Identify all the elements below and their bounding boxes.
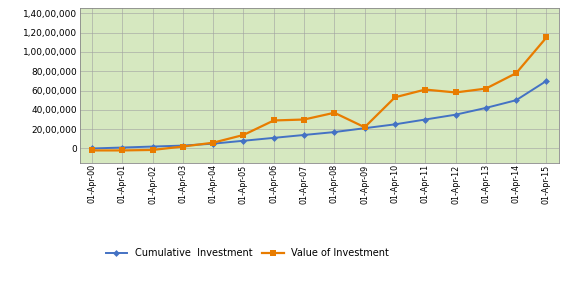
Value of Investment bbox=[452, 91, 459, 94]
Cumulative  Investment bbox=[300, 133, 307, 137]
Value of Investment bbox=[210, 141, 217, 144]
Cumulative  Investment bbox=[361, 126, 368, 130]
Line: Cumulative  Investment: Cumulative Investment bbox=[89, 78, 549, 151]
Cumulative  Investment bbox=[452, 113, 459, 116]
Cumulative  Investment bbox=[210, 142, 217, 145]
Cumulative  Investment bbox=[392, 123, 398, 126]
Value of Investment bbox=[88, 149, 95, 152]
Value of Investment bbox=[119, 149, 125, 152]
Value of Investment bbox=[180, 145, 186, 148]
Line: Value of Investment: Value of Investment bbox=[89, 34, 549, 153]
Cumulative  Investment bbox=[240, 139, 247, 142]
Legend: Cumulative  Investment, Value of Investment: Cumulative Investment, Value of Investme… bbox=[105, 248, 389, 258]
Cumulative  Investment bbox=[149, 145, 156, 148]
Cumulative  Investment bbox=[513, 99, 520, 102]
Value of Investment bbox=[513, 71, 520, 75]
Cumulative  Investment bbox=[270, 136, 277, 140]
Value of Investment bbox=[240, 133, 247, 137]
Cumulative  Investment bbox=[331, 130, 338, 134]
Value of Investment bbox=[392, 96, 398, 99]
Cumulative  Investment bbox=[119, 146, 125, 149]
Value of Investment bbox=[543, 36, 550, 39]
Value of Investment bbox=[270, 119, 277, 122]
Value of Investment bbox=[300, 118, 307, 121]
Value of Investment bbox=[149, 148, 156, 152]
Cumulative  Investment bbox=[543, 79, 550, 83]
Cumulative  Investment bbox=[180, 144, 186, 147]
Cumulative  Investment bbox=[422, 118, 429, 121]
Cumulative  Investment bbox=[88, 147, 95, 150]
Cumulative  Investment bbox=[482, 106, 489, 110]
Value of Investment bbox=[361, 126, 368, 129]
Value of Investment bbox=[422, 88, 429, 91]
Value of Investment bbox=[331, 111, 338, 114]
Value of Investment bbox=[482, 87, 489, 90]
